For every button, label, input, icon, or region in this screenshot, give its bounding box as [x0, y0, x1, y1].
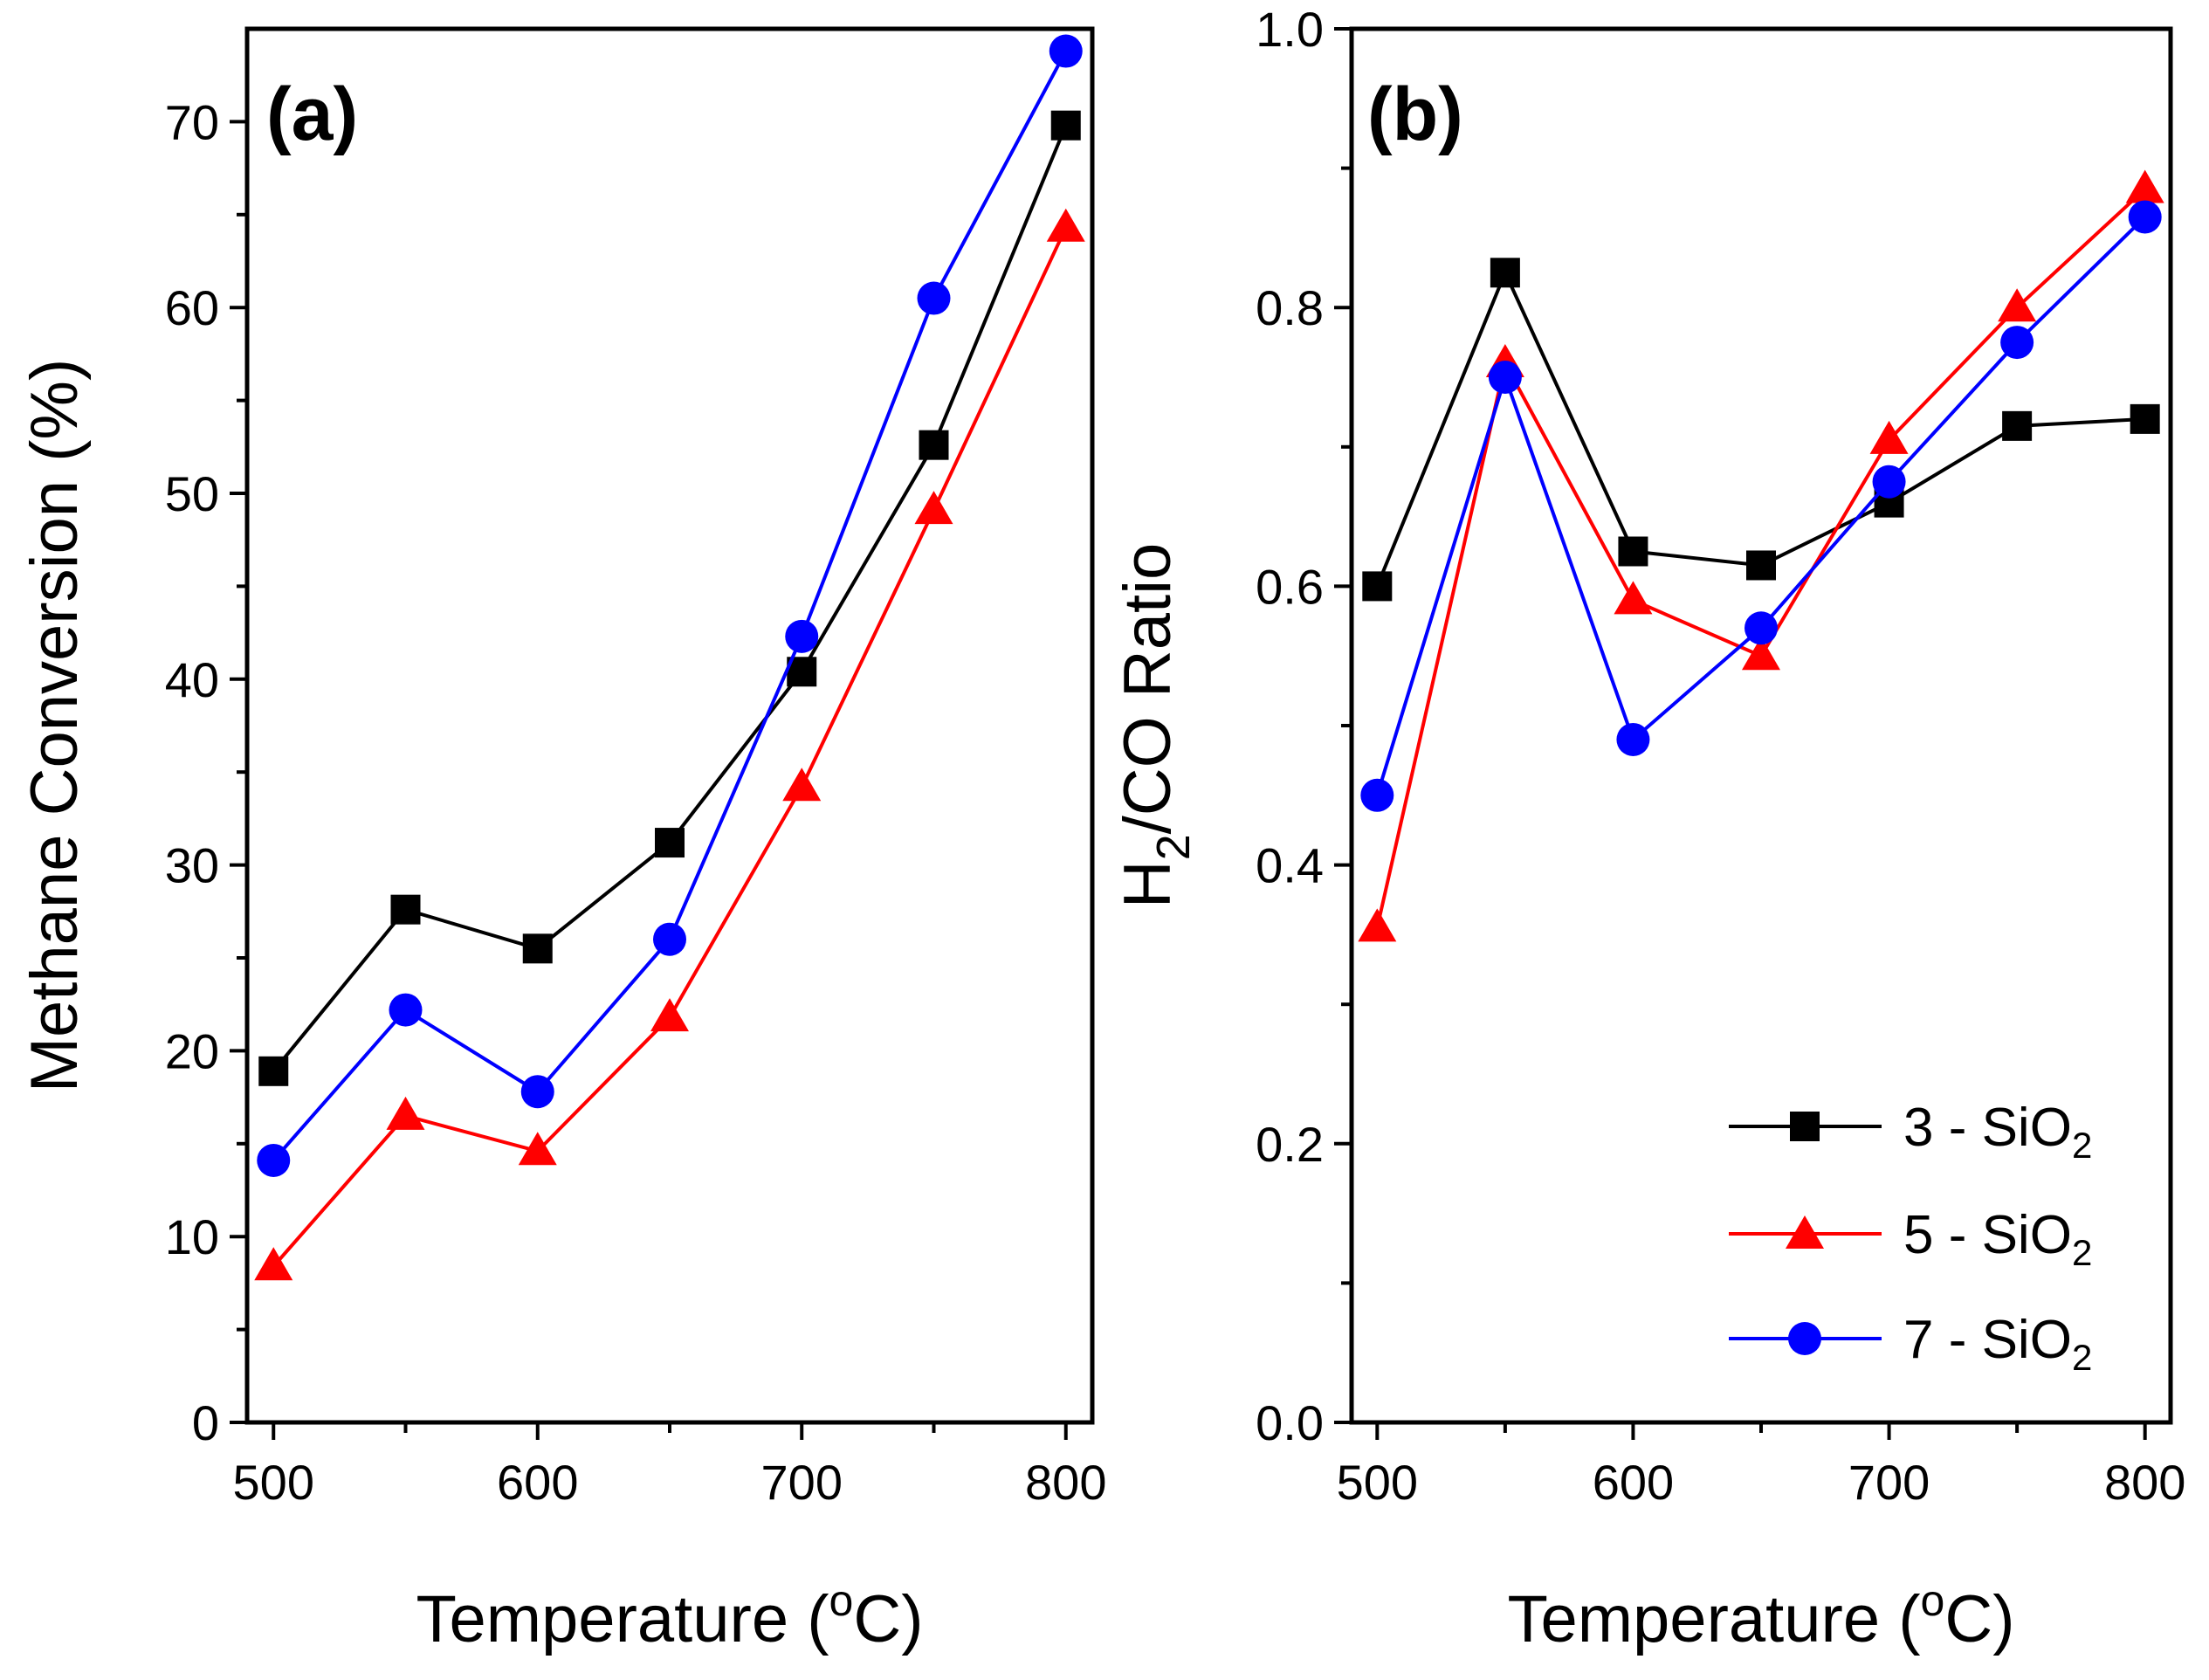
y-tick-label: 70 [165, 94, 219, 149]
data-point-triangle [1998, 288, 2037, 322]
series-triangle-ff0000 [254, 208, 1085, 1281]
legend-label-5-sio2: 5 - SiO2 [1903, 1205, 2092, 1273]
data-point-square [2130, 403, 2160, 434]
data-point-square [258, 1056, 289, 1086]
panel-a-x-axis-title: Temperature (oC) [416, 1576, 923, 1656]
data-point-circle [1616, 722, 1650, 756]
data-point-triangle [1046, 208, 1085, 242]
data-point-circle [389, 993, 423, 1027]
legend-triangle-marker [1786, 1215, 1824, 1249]
series-circle-0000ff [1360, 200, 2162, 812]
panel-a-label: (a) [266, 72, 358, 156]
data-point-triangle [1614, 581, 1653, 615]
panel-b-y-axis-title: H2/CO Ratio [1111, 543, 1200, 909]
legend-entry-7-sio2: 7 - SiO2 [1729, 1310, 2092, 1378]
x-tick-label: 600 [497, 1455, 578, 1510]
data-point-square [1490, 258, 1520, 288]
data-point-square [655, 828, 685, 858]
y-tick-label: 10 [165, 1209, 219, 1264]
legend-square-marker [1790, 1112, 1820, 1141]
panel-b-h2-co-ratio: 500 600 700 800 0.0 0.2 0.4 0.6 0.8 1.0 (b) Tempe… [1111, 2, 2185, 1656]
x-tick-label: 500 [233, 1455, 314, 1510]
data-point-triangle [2125, 169, 2164, 203]
data-point-triangle [1358, 908, 1397, 942]
data-point-triangle [254, 1247, 293, 1281]
data-point-circle [1488, 361, 1522, 394]
data-point-circle [1744, 611, 1778, 645]
y-tick-label: 60 [165, 280, 219, 335]
y-tick-label: 0 [192, 1395, 219, 1450]
data-point-circle [1049, 34, 1083, 68]
data-point-triangle [650, 998, 689, 1032]
data-point-circle [917, 281, 951, 315]
data-point-square [1050, 110, 1081, 141]
data-point-square [2002, 410, 2033, 441]
data-point-square [1362, 571, 1393, 602]
panel-a-ticks: 500 600 700 800 0 10 20 30 40 50 60 70 [165, 94, 1107, 1510]
y-tick-label: 40 [165, 652, 219, 707]
data-point-square [390, 894, 421, 925]
y-tick-label: 0.2 [1256, 1117, 1324, 1172]
legend-label-3-sio2: 3 - SiO2 [1903, 1098, 2092, 1166]
panel-b-label: (b) [1367, 72, 1463, 156]
data-point-triangle [782, 768, 822, 802]
data-point-circle [2000, 326, 2034, 360]
data-point-circle [1872, 465, 1906, 499]
y-tick-label: 0.4 [1256, 838, 1324, 893]
panel-b-ticks: 500 600 700 800 0.0 0.2 0.4 0.6 0.8 1.0 [1256, 2, 2185, 1510]
y-tick-label: 0.0 [1256, 1395, 1324, 1450]
panel-b-x-axis-title: Temperature (oC) [1507, 1576, 2014, 1656]
x-tick-label: 700 [761, 1455, 843, 1510]
panel-b-series [1358, 169, 2164, 942]
panel-a-series [254, 34, 1085, 1281]
series-circle-0000ff [257, 34, 1083, 1177]
x-tick-label: 800 [1025, 1455, 1106, 1510]
data-point-circle [520, 1075, 554, 1109]
data-point-circle [2128, 200, 2162, 234]
x-tick-label: 500 [1337, 1455, 1418, 1510]
data-point-circle [1360, 778, 1394, 812]
data-point-circle [653, 922, 686, 956]
data-point-square [1618, 536, 1648, 567]
x-tick-label: 800 [2104, 1455, 2185, 1510]
data-point-triangle [386, 1096, 425, 1130]
data-point-circle [257, 1143, 291, 1177]
panel-a-y-axis-title: Methane Conversion (%) [17, 359, 92, 1093]
x-tick-label: 700 [1848, 1455, 1930, 1510]
x-tick-label: 600 [1593, 1455, 1674, 1510]
legend-entry-5-sio2: 5 - SiO2 [1729, 1205, 2092, 1273]
data-point-circle [785, 619, 819, 653]
y-tick-label: 0.6 [1256, 559, 1324, 614]
legend-label-7-sio2: 7 - SiO2 [1903, 1310, 2092, 1378]
y-tick-label: 0.8 [1256, 280, 1324, 335]
data-point-square [1746, 550, 1776, 581]
y-tick-label: 20 [165, 1023, 219, 1078]
data-point-triangle [518, 1132, 557, 1166]
y-tick-label: 30 [165, 838, 219, 893]
y-tick-label: 1.0 [1256, 2, 1324, 57]
y-tick-label: 50 [165, 466, 219, 521]
series-square-000000 [1362, 258, 2160, 602]
data-point-square [522, 933, 553, 964]
legend-circle-marker [1788, 1322, 1821, 1355]
data-point-triangle [1869, 420, 1909, 454]
data-point-square [919, 430, 949, 460]
legend-entry-3-sio2: 3 - SiO2 [1729, 1098, 2092, 1166]
panel-a-methane-conversion: 500 600 700 800 0 10 20 30 40 50 60 70 (a) Temperat… [17, 26, 1107, 1656]
data-point-triangle [1742, 637, 1780, 671]
data-point-triangle [914, 491, 953, 525]
legend: 3 - SiO2 5 - SiO2 7 - SiO2 [1729, 1098, 2092, 1378]
